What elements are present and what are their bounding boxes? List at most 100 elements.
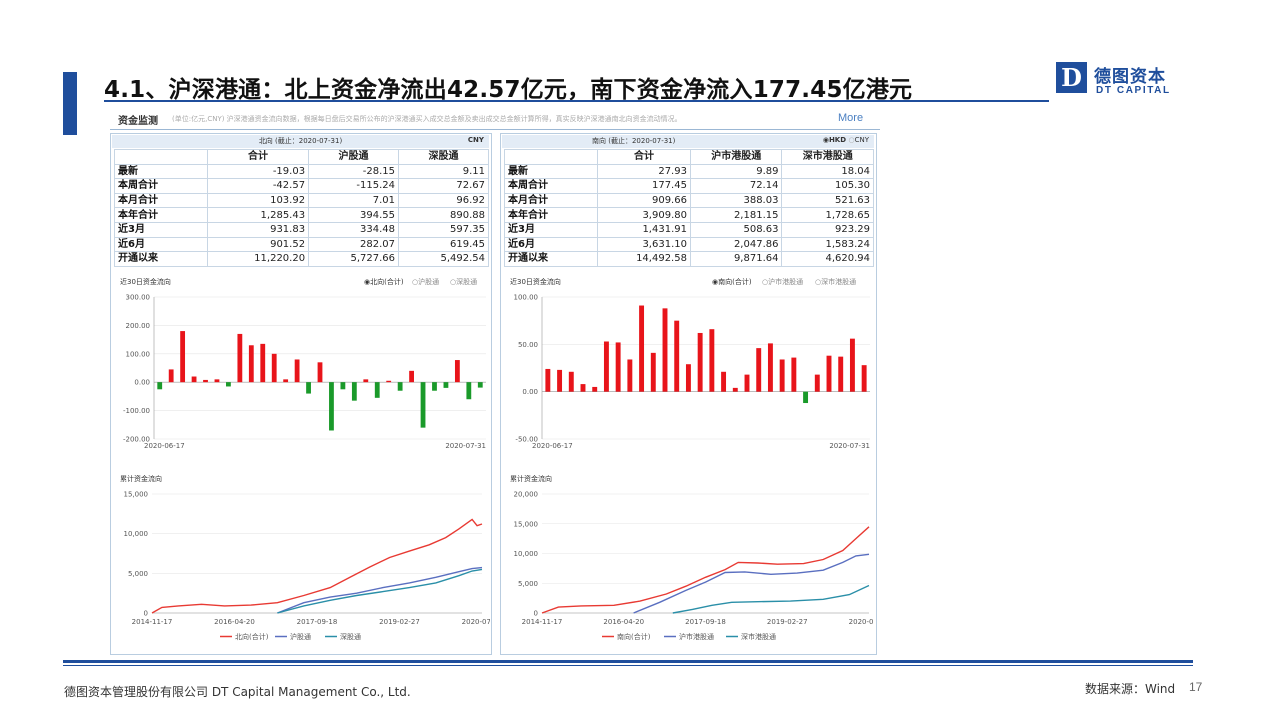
x-tick-label: 2017-09-18: [685, 618, 726, 626]
legend-label: 北向(合计): [235, 632, 269, 641]
bar: [420, 382, 426, 428]
table-cell: 4,620.94: [781, 251, 874, 267]
panel-divider: [110, 129, 880, 130]
table-cell: 508.63: [689, 221, 783, 238]
chart-title: 累计资金流向: [120, 474, 162, 483]
y-tick-label: 100.00: [514, 294, 539, 302]
legend-label: 深股通: [340, 632, 361, 641]
panel-description: (单位:亿元,CNY) 沪深港通资金流向数据，根据每日盘后交易所公布的沪深港通买…: [172, 115, 682, 123]
bar: [592, 386, 598, 392]
radio-group[interactable]: ◉北向(合计) ○沪股通 ○深股通: [364, 277, 477, 286]
svg-text:○沪股通[interactable]: ○沪股通: [412, 277, 439, 286]
y-tick-label: 20,000: [514, 491, 539, 499]
bar: [545, 368, 551, 392]
y-tick-label: 5,000: [128, 570, 148, 578]
bar: [237, 333, 243, 383]
table-cell: 5,727.66: [308, 251, 400, 267]
bar: [826, 355, 832, 392]
svg-text:◉北向(合计)[interactable]: ◉北向(合计): [364, 277, 404, 286]
bar: [317, 362, 323, 383]
bar: [477, 382, 483, 388]
table-cell: 105.30: [781, 178, 874, 194]
x-tick-label: 2020-07-31: [829, 442, 870, 450]
row-label: 本周合计: [114, 178, 208, 194]
radio-group[interactable]: ◉南向(合计) ○沪市港股通 ○深市港股通: [712, 277, 856, 286]
bar: [557, 369, 563, 392]
bar: [248, 345, 254, 383]
row-label: 开通以来: [114, 251, 208, 267]
y-tick-label: -100.00: [123, 407, 150, 415]
radio-selected-icon[interactable]: ◉: [822, 136, 829, 144]
table-cell: 103.92: [206, 192, 310, 209]
table-cell: 72.67: [398, 178, 489, 194]
radio-unselected-icon: ○: [450, 278, 456, 286]
row-label: 最新: [504, 163, 598, 180]
series-line: [277, 566, 483, 614]
row-label: 近3月: [504, 221, 598, 238]
page-number: 17: [1189, 680, 1203, 694]
bar: [283, 379, 289, 383]
series-line: [541, 526, 870, 614]
svg-text:○沪市港股通[interactable]: ○沪市港股通: [762, 277, 803, 286]
table-cell: 909.66: [597, 192, 691, 209]
bar: [767, 343, 773, 392]
column-header: 深股通: [398, 149, 489, 165]
bar: [340, 382, 346, 390]
y-tick-label: 0.00: [134, 379, 150, 387]
table-cell: 1,285.43: [206, 207, 310, 223]
svg-text:○深股通[interactable]: ○深股通: [450, 277, 477, 286]
column-header: 合计: [597, 149, 691, 165]
table-row: 开通以来 14,492.58 9,871.64 4,620.94: [504, 251, 874, 267]
table-row: 本月合计 909.66 388.03 521.63: [504, 192, 874, 209]
bar: [443, 382, 449, 388]
north-head-label: 北向 (截止：2020-07-31): [258, 137, 343, 145]
svg-text:○深市港股通[interactable]: ○深市港股通: [815, 277, 856, 286]
table-cell: 619.45: [398, 236, 489, 253]
north-table-head: 北向 (截止：2020-07-31) CNY: [112, 135, 489, 148]
panel-title: 资金监测: [118, 116, 158, 127]
bar: [409, 370, 414, 383]
title-accent-bar: [63, 72, 77, 135]
row-label: 开通以来: [504, 251, 598, 267]
more-link[interactable]: More: [838, 112, 864, 124]
table-row: 本周合计 177.45 72.14 105.30: [504, 178, 874, 194]
bar: [374, 382, 380, 398]
bar: [721, 371, 727, 392]
south-table: 合计 沪市港股通 深市港股通 最新 27.93 9.89 18.04 本周合计 177.4…: [504, 149, 874, 267]
bar: [260, 343, 266, 383]
currency-toggle[interactable]: ◉HKD ○CNY: [822, 136, 869, 144]
title-underline: [104, 100, 1049, 102]
bar: [191, 376, 197, 383]
y-tick-label: -200.00: [123, 436, 150, 444]
svg-text:◉南向(合计)[interactable]: ◉南向(合计): [712, 277, 752, 286]
y-tick-label: 200.00: [126, 322, 151, 330]
chart-title: 近30日资金流向: [510, 277, 561, 286]
south-head-label: 南向 (截止：2020-07-31): [592, 137, 676, 145]
series-line: [633, 553, 870, 614]
table-cell: 177.45: [597, 178, 691, 194]
x-tick-label: 2016-04-20: [603, 618, 644, 626]
bar: [568, 371, 574, 392]
table-cell: 72.14: [689, 178, 783, 194]
bar: [363, 379, 369, 383]
bar: [744, 374, 750, 392]
bar: [627, 359, 633, 392]
south-table-head: 南向 (截止：2020-07-31) ◉HKD ○CNY: [502, 135, 874, 148]
radio-unselected-icon[interactable]: ○: [848, 136, 855, 144]
table-cell: 597.35: [398, 221, 489, 238]
bar: [397, 382, 403, 391]
bar: [861, 365, 867, 392]
radio-unselected-icon: ○: [412, 278, 418, 286]
legend-label: 沪市港股通: [679, 632, 714, 641]
bar: [306, 382, 311, 394]
bar: [709, 329, 715, 392]
table-cell: 9.89: [689, 163, 783, 180]
row-label: 本年合计: [114, 207, 208, 223]
bar: [351, 382, 357, 401]
x-tick-label: 2020-06-17: [144, 442, 185, 450]
bar: [814, 374, 820, 392]
footer-rule: [63, 660, 1193, 663]
table-row: 本年合计 3,909.80 2,181.15 1,728.65: [504, 207, 874, 223]
chart-title: 累计资金流向: [510, 474, 552, 483]
y-tick-label: 15,000: [124, 491, 149, 499]
